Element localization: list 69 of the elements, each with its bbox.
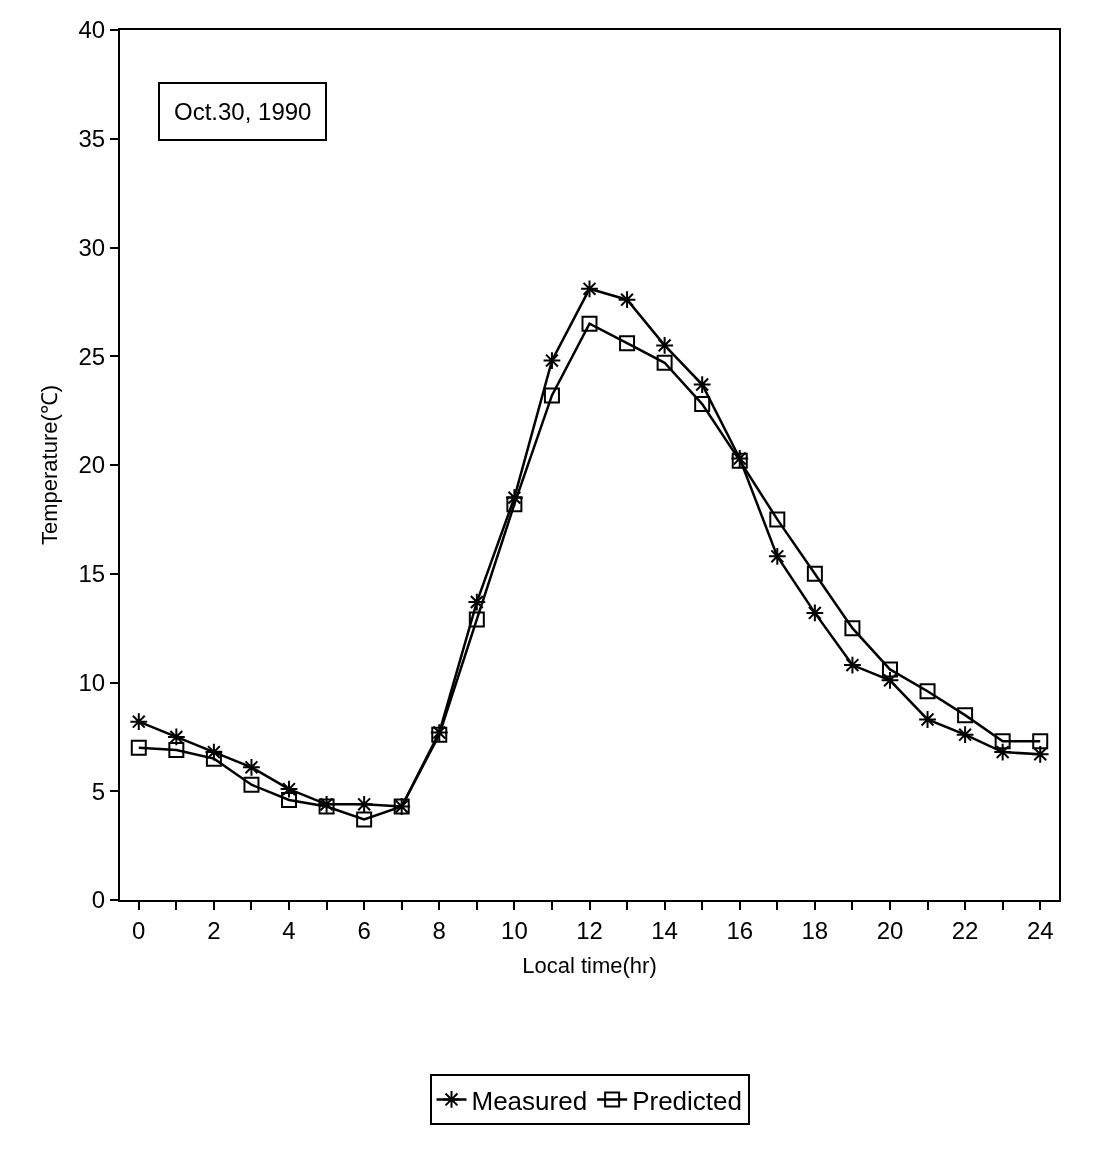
x-tick-label: 22 [951,916,979,944]
point [805,603,825,623]
point [243,776,260,793]
x-tick-label: 8 [432,916,446,944]
x-tick-label: 10 [501,916,528,944]
point [844,620,861,637]
y-tick-label: 0 [91,886,106,914]
point [806,565,823,582]
x-tick-label: 16 [726,916,754,944]
x-tick-label: 20 [876,916,904,944]
point [166,727,186,747]
point [356,811,373,828]
point [281,791,298,808]
x-tick-label: 18 [801,916,829,944]
point [242,757,261,777]
point [318,798,335,815]
point [918,710,937,729]
point [692,375,712,394]
point [467,592,487,612]
point [1032,733,1049,750]
point [881,661,898,678]
x-tick-label: 12 [576,916,603,944]
x-tick-label: 24 [1026,916,1054,944]
point [542,351,562,370]
point [619,335,636,352]
x-axis-title: Local time(hr) [522,953,657,979]
point [994,733,1011,750]
legend-label: Predicted [632,1085,742,1116]
point [993,742,1013,762]
point [655,335,675,355]
point [317,794,336,814]
point [769,511,786,528]
point [543,387,560,404]
y-tick-label: 20 [78,451,106,479]
point [957,707,974,724]
x-tick-label: 4 [282,916,296,944]
point [130,739,147,756]
point [279,779,299,799]
point [1030,744,1050,764]
legend-label: Measured [471,1085,588,1116]
point [354,794,374,814]
y-axis-title: Temperature(℃) [36,384,62,546]
point [205,750,222,767]
point [468,611,485,628]
x-tick-label: 2 [207,916,221,944]
point [843,655,862,675]
y-tick-label: 10 [78,668,106,696]
point [656,354,673,371]
x-tick-label: 0 [132,916,146,944]
y-tick-label: 35 [78,125,106,153]
x-tick-label: 14 [651,916,678,944]
point [767,546,787,566]
point [506,496,523,513]
x-tick-label: 6 [357,916,371,944]
point [581,315,598,332]
y-tick-label: 40 [78,16,106,44]
point [168,741,185,758]
point [694,396,711,413]
y-tick-label: 15 [78,560,106,588]
point [129,712,149,732]
annotation: Oct.30, 1990 [174,98,312,125]
y-tick-label: 5 [91,777,106,805]
point [919,683,936,700]
point [580,279,599,299]
point [617,290,637,310]
y-tick-label: 25 [78,342,106,370]
point [955,725,975,745]
point [880,670,900,690]
y-tick-label: 30 [78,233,106,261]
